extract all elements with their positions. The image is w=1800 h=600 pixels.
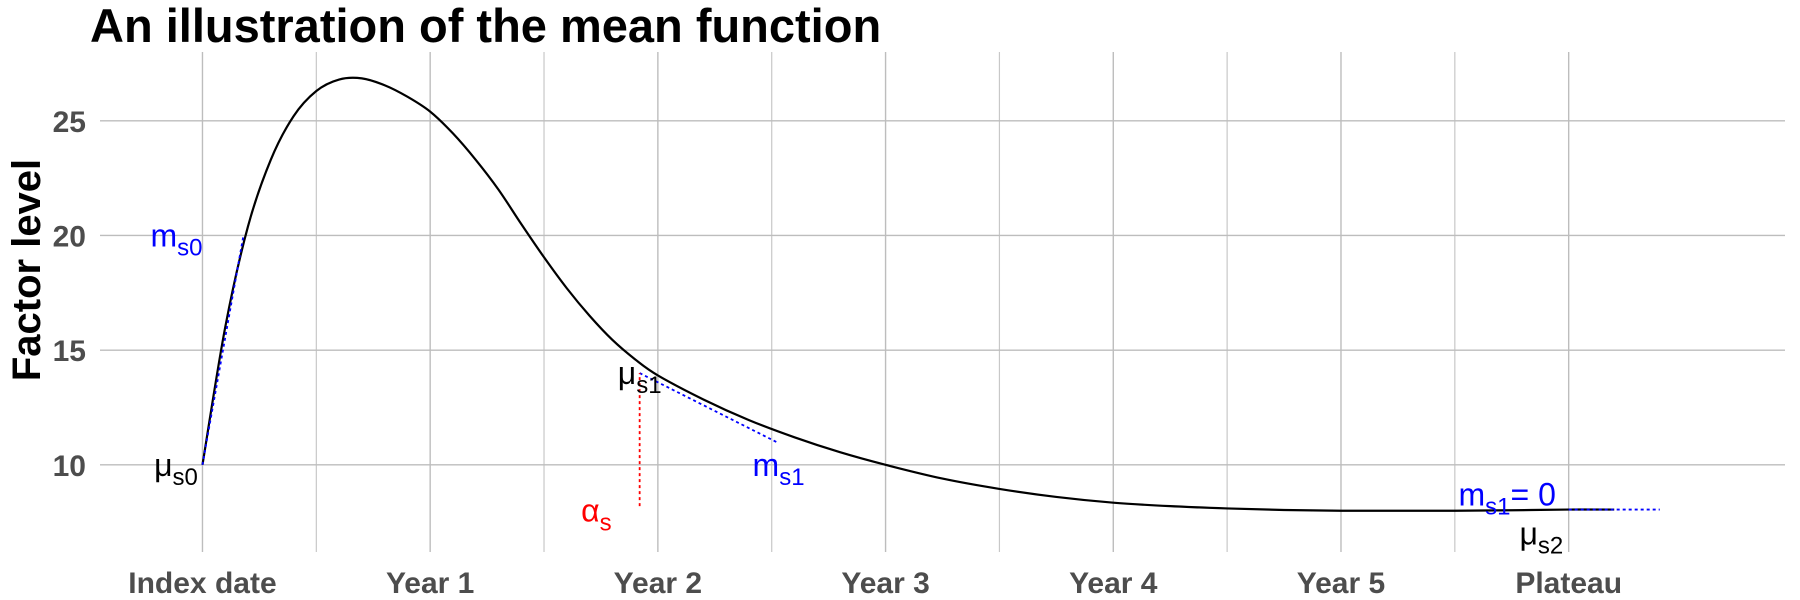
x-tick-label: Index date <box>128 567 276 600</box>
y-tick-label: 15 <box>53 335 86 368</box>
x-tick-label: Year 4 <box>1069 567 1158 600</box>
annotation-m-s1: ms1 <box>753 447 805 491</box>
tangent-line-ms1 <box>639 372 777 443</box>
series-line <box>201 76 1615 512</box>
annotation-mu-s2: μs2 <box>1519 516 1563 560</box>
annotation-mu-s0: μs0 <box>154 447 198 491</box>
series-group <box>201 76 1615 512</box>
y-axis-ticks: 10 15 20 25 <box>53 106 86 483</box>
x-tick-label: Year 2 <box>614 567 702 600</box>
annotation-alpha-s: αs <box>581 493 612 537</box>
annotation-m-s1-zero: ms1= 0 <box>1459 477 1556 521</box>
x-tick-label: Year 5 <box>1297 567 1385 600</box>
y-tick-label: 20 <box>53 220 86 253</box>
grid-lines <box>100 52 1785 552</box>
tangent-line-ms0 <box>201 235 245 466</box>
annotation-mu-s1: μs1 <box>618 355 662 399</box>
x-tick-label: Year 3 <box>841 567 929 600</box>
x-tick-label: Plateau <box>1515 567 1622 600</box>
x-axis-ticks: Index date Year 1 Year 2 Year 3 Year 4 Year 5… <box>128 567 1622 600</box>
annotation-m-s0: ms0 <box>150 217 202 261</box>
y-tick-label: 10 <box>53 450 86 483</box>
x-tick-label: Year 1 <box>386 567 474 600</box>
y-axis-label: Factor level <box>5 159 49 381</box>
y-tick-label: 25 <box>53 106 86 139</box>
chart-title: An illustration of the mean function <box>90 0 881 52</box>
